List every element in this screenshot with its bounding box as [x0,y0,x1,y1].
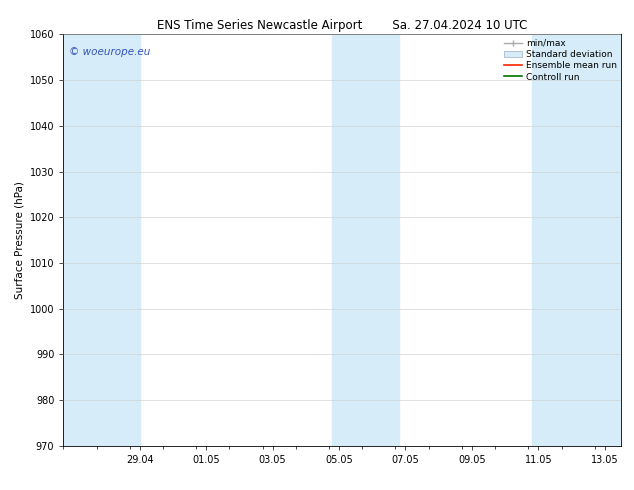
Bar [332,34,399,446]
Title: ENS Time Series Newcastle Airport        Sa. 27.04.2024 10 UTC: ENS Time Series Newcastle Airport Sa. 27… [157,19,527,32]
Bar [63,34,139,446]
Legend: min/max, Standard deviation, Ensemble mean run, Controll run: min/max, Standard deviation, Ensemble me… [502,37,619,83]
Bar [532,34,621,446]
Text: © woeurope.eu: © woeurope.eu [69,47,150,57]
Y-axis label: Surface Pressure (hPa): Surface Pressure (hPa) [14,181,24,299]
